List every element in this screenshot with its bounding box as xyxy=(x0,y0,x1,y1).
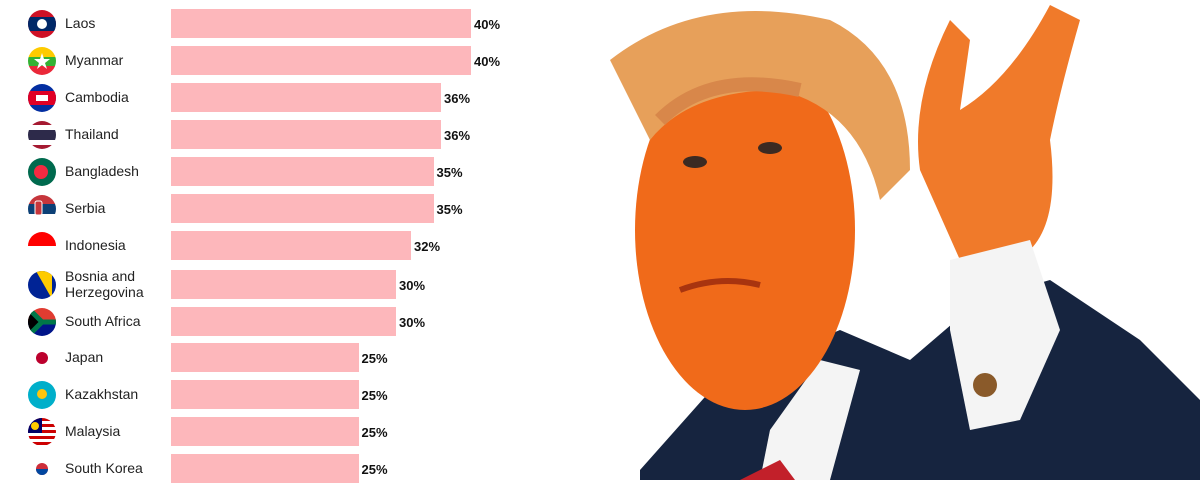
value-label: 35% xyxy=(436,202,463,217)
category-label-line: South Korea xyxy=(65,460,143,476)
category-label: Indonesia xyxy=(65,237,126,253)
pointing-man-photo xyxy=(610,5,1200,480)
bar-row: South Africa 30% xyxy=(0,307,560,337)
value-label: 25% xyxy=(361,351,388,366)
bar-row: Myanmar 40% xyxy=(0,46,560,76)
category-label: South Africa xyxy=(65,313,141,329)
category-label: South Korea xyxy=(65,460,143,476)
bar xyxy=(171,231,411,260)
bar xyxy=(171,120,441,149)
bar-row: Bangladesh 35% xyxy=(0,157,560,187)
bar-row: Thailand 36% xyxy=(0,120,560,150)
value-label: 40% xyxy=(474,54,501,69)
category-label-line: Herzegovina xyxy=(65,284,144,300)
bar xyxy=(171,157,434,186)
category-label-line: Japan xyxy=(65,349,104,365)
category-label-line: Bangladesh xyxy=(65,163,139,179)
bar-row: Laos 40% xyxy=(0,9,560,39)
bar xyxy=(171,454,359,483)
bar-row: South Korea 25% xyxy=(0,454,560,484)
bosnia-flag-icon xyxy=(28,271,56,299)
bar-row: Cambodia 36% xyxy=(0,83,560,113)
category-label-line: Malaysia xyxy=(65,423,121,439)
category-label: Kazakhstan xyxy=(65,386,138,402)
category-label: Bosnia and Herzegovina xyxy=(65,268,144,300)
cambodia-flag-icon xyxy=(28,84,56,112)
value-label: 30% xyxy=(399,278,426,293)
bar-row: Japan 25% xyxy=(0,343,560,373)
bar xyxy=(171,417,359,446)
category-label-line: Kazakhstan xyxy=(65,386,139,402)
value-label: 35% xyxy=(436,165,463,180)
value-label: 36% xyxy=(444,91,471,106)
category-label: Thailand xyxy=(65,126,119,142)
value-label: 32% xyxy=(414,239,441,254)
bar xyxy=(171,83,441,112)
bar xyxy=(171,343,359,372)
category-label-line: Serbia xyxy=(65,200,106,216)
bar-row: Serbia 35% xyxy=(0,194,560,224)
bar xyxy=(171,46,471,75)
bar xyxy=(171,307,396,336)
value-label: 40% xyxy=(474,17,501,32)
bar-row: Kazakhstan 25% xyxy=(0,380,560,410)
bar xyxy=(171,9,471,38)
laos-flag-icon xyxy=(28,10,56,38)
value-label: 25% xyxy=(361,462,388,477)
indonesia-flag-icon xyxy=(28,232,56,260)
bar xyxy=(171,270,396,299)
category-label: Serbia xyxy=(65,200,105,216)
category-label-line: Thailand xyxy=(65,126,119,142)
category-label-line: Laos xyxy=(65,15,96,31)
south-africa-flag-icon xyxy=(28,308,56,336)
category-label: Japan xyxy=(65,349,103,365)
category-label: Malaysia xyxy=(65,423,120,439)
category-label-line: South Africa xyxy=(65,313,141,329)
value-label: 25% xyxy=(361,425,388,440)
bar-row: Indonesia 32% xyxy=(0,231,560,261)
category-label-line: Bosnia and xyxy=(65,268,136,284)
bar-row: Bosnia and Herzegovina 30% xyxy=(0,268,560,300)
bar xyxy=(171,194,434,223)
value-label: 30% xyxy=(399,315,426,330)
category-label-line: Indonesia xyxy=(65,237,126,253)
category-label: Cambodia xyxy=(65,89,129,105)
category-label: Myanmar xyxy=(65,52,123,68)
category-label: Bangladesh xyxy=(65,163,139,179)
myanmar-flag-icon xyxy=(28,47,56,75)
serbia-flag-icon xyxy=(28,195,56,223)
tariff-bar-chart: Laos 40% Myanmar 40% Cambodia 36% Thailand 36% B… xyxy=(0,0,560,483)
category-label-line: Cambodia xyxy=(65,89,129,105)
category-label: Laos xyxy=(65,15,95,31)
kazakhstan-flag-icon xyxy=(28,381,56,409)
value-label: 25% xyxy=(361,388,388,403)
thailand-flag-icon xyxy=(28,121,56,149)
bangladesh-flag-icon xyxy=(28,158,56,186)
malaysia-flag-icon xyxy=(28,418,56,446)
bar-row: Malaysia 25% xyxy=(0,417,560,447)
japan-flag-icon xyxy=(28,344,56,372)
category-label-line: Myanmar xyxy=(65,52,124,68)
bar xyxy=(171,380,359,409)
value-label: 36% xyxy=(444,128,471,143)
south-korea-flag-icon xyxy=(28,455,56,483)
